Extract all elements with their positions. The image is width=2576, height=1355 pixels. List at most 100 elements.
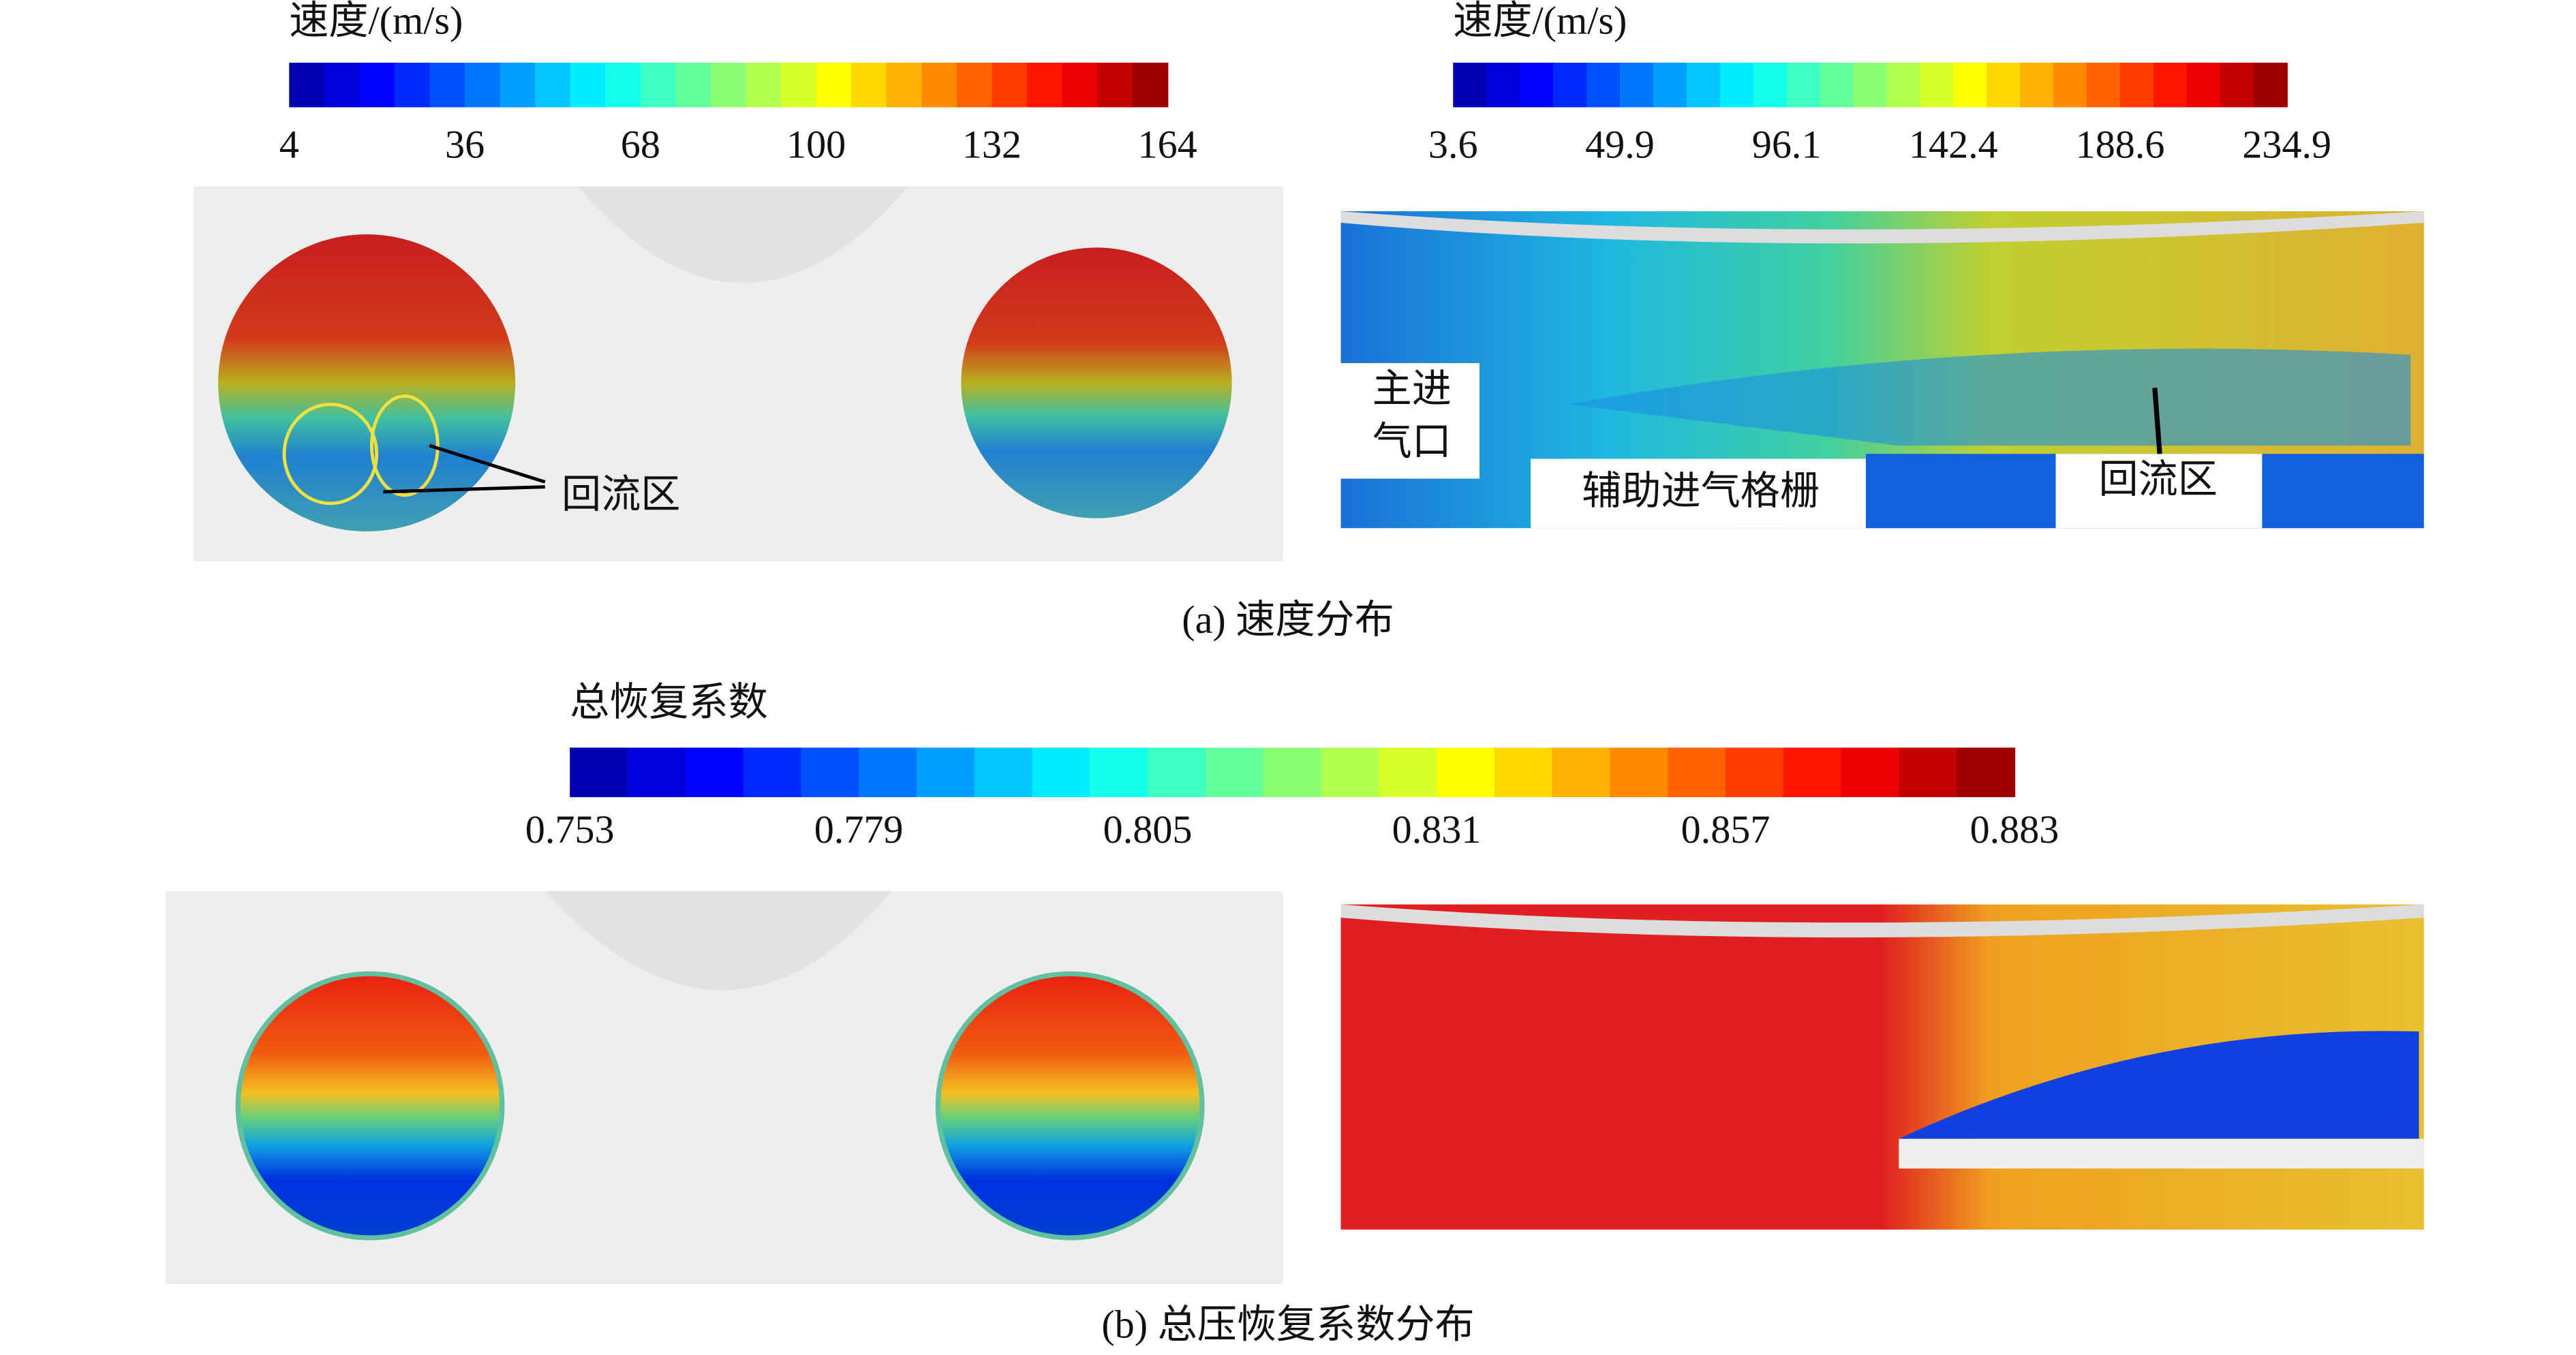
panel-b-left	[165, 891, 1283, 1284]
colorbar-swatch	[394, 63, 431, 108]
colorbar-swatch	[2153, 63, 2188, 108]
colorbar-swatch	[2186, 63, 2222, 108]
colorbar-title: 速度/(m/s)	[289, 0, 463, 43]
colorbar-swatch	[1953, 63, 1988, 108]
colorbar-swatch	[1090, 747, 1149, 798]
colorbar-tick-label: 142.4	[1909, 122, 1998, 166]
colorbar-swatch	[1726, 747, 1785, 798]
colorbar-swatch	[710, 63, 747, 108]
colorbar-tick-label: 0.805	[1103, 807, 1193, 852]
annotation: 辅助进气格栅	[1582, 469, 1820, 513]
colorbar-swatch	[1853, 63, 1888, 108]
colorbar-swatch	[801, 747, 860, 798]
colorbar-title: 总恢复系数	[570, 680, 768, 724]
colorbar-swatch	[1920, 63, 1954, 108]
colorbar-swatch	[886, 63, 923, 108]
colorbar-swatch	[1899, 747, 1958, 798]
colorbar-tick-label: 36	[445, 122, 485, 166]
low-region	[1899, 1031, 2419, 1139]
colorbar-swatch	[500, 63, 536, 108]
leader-line	[2152, 388, 2162, 454]
housing	[545, 891, 892, 991]
wall	[1340, 211, 2424, 244]
colorbar-swatch	[359, 63, 396, 108]
colorbar-swatch	[429, 63, 466, 108]
label-box	[1340, 362, 1480, 479]
colorbar-swatch	[921, 63, 958, 108]
colorbar-swatch	[1032, 747, 1091, 798]
colorbar-swatch	[2087, 63, 2121, 108]
colorbar-swatch	[1783, 747, 1842, 798]
colorbar-tick-label: 3.6	[1428, 122, 1478, 166]
colorbar-swatch	[2220, 63, 2254, 108]
colorbar-swatch	[781, 63, 817, 108]
colorbar-swatch	[816, 63, 853, 108]
colorbar-tick-label: 0.753	[525, 807, 615, 852]
colorbar-swatch	[1820, 63, 1854, 108]
contour-circle	[218, 234, 516, 532]
colorbar-swatch	[1886, 63, 1921, 108]
colorbar-swatch	[1753, 63, 1788, 108]
colorbar-swatch	[1321, 747, 1380, 798]
colorbar-tick-label: 4	[279, 122, 299, 166]
colorbar-tick-label: 68	[621, 122, 660, 166]
colorbar-swatch	[535, 63, 571, 108]
colorbar-tick-label: 0.779	[814, 807, 904, 852]
colorbar-tick-label: 234.9	[2242, 122, 2331, 166]
caption: (a) 速度分布	[1182, 597, 1394, 642]
colorbar-tick-label: 0.831	[1392, 807, 1482, 852]
colorbar-swatch	[1486, 63, 1521, 108]
colorbar-swatch	[956, 63, 993, 108]
caption: (b) 总压恢复系数分布	[1101, 1303, 1474, 1347]
housing	[578, 186, 908, 283]
colorbar-swatch	[746, 63, 782, 108]
colorbar-tick-label: 164	[1138, 122, 1197, 166]
colorbar-swatch	[675, 63, 712, 108]
colorbar-swatch	[992, 63, 1028, 108]
colorbar-swatch	[916, 747, 975, 798]
colorbar-swatch	[974, 747, 1033, 798]
colorbar-swatch	[1148, 747, 1207, 798]
vortex-outline	[282, 403, 379, 505]
colorbar-swatch	[743, 747, 802, 798]
colorbar-swatch	[1987, 63, 2021, 108]
colorbar-swatch	[570, 747, 629, 798]
colorbar-swatch	[1437, 747, 1496, 798]
colorbar-title: 速度/(m/s)	[1453, 0, 1627, 43]
colorbars: 速度/(m/s) 4 36 68 100 132 164 速度/(m/s) 3.6 49.9 96.…	[279, 0, 2331, 852]
colorbar-swatch	[1263, 747, 1322, 798]
annotation: 回流区	[562, 472, 680, 516]
colorbar-swatch	[605, 63, 642, 108]
colorbar-swatch	[1957, 747, 2016, 798]
colorbar-swatch	[1653, 63, 1688, 108]
colorbar-swatch	[1786, 63, 1821, 108]
label-box	[2055, 454, 2263, 529]
colorbar-swatch	[1494, 747, 1553, 798]
recirculation	[1568, 348, 2411, 446]
colorbar-swatch	[570, 63, 607, 108]
colorbar-tick-label: 0.857	[1681, 807, 1770, 852]
colorbar-swatch	[2253, 63, 2288, 108]
panel-a-left: 回流区	[193, 186, 1283, 561]
label-box	[1531, 458, 1866, 529]
colorbar-swatch	[1686, 63, 1721, 108]
colorbar-tick-label: 0.883	[1970, 807, 2059, 852]
colorbar-swatch	[1520, 63, 1554, 108]
colorbar-swatch	[1132, 63, 1169, 108]
contour-circle	[961, 247, 1232, 518]
colorbar-swatch	[1619, 63, 1655, 108]
colorbar-swatch	[1453, 63, 1488, 108]
leader-line	[429, 443, 546, 484]
grille-wall	[1899, 1138, 2424, 1169]
colorbar-swatch	[1026, 63, 1063, 108]
colorbar-swatch	[2020, 63, 2055, 108]
wall	[1340, 904, 2424, 938]
colorbar-swatch	[1668, 747, 1727, 798]
panel-a-right: 主进 气口 辅助进气格栅 回流区	[1340, 211, 2424, 529]
contour-circle	[935, 971, 1205, 1241]
annotation: 回流区	[2099, 457, 2218, 501]
colorbar-swatch	[1586, 63, 1621, 108]
colorbar-swatch	[324, 63, 361, 108]
colorbar-swatch	[640, 63, 677, 108]
